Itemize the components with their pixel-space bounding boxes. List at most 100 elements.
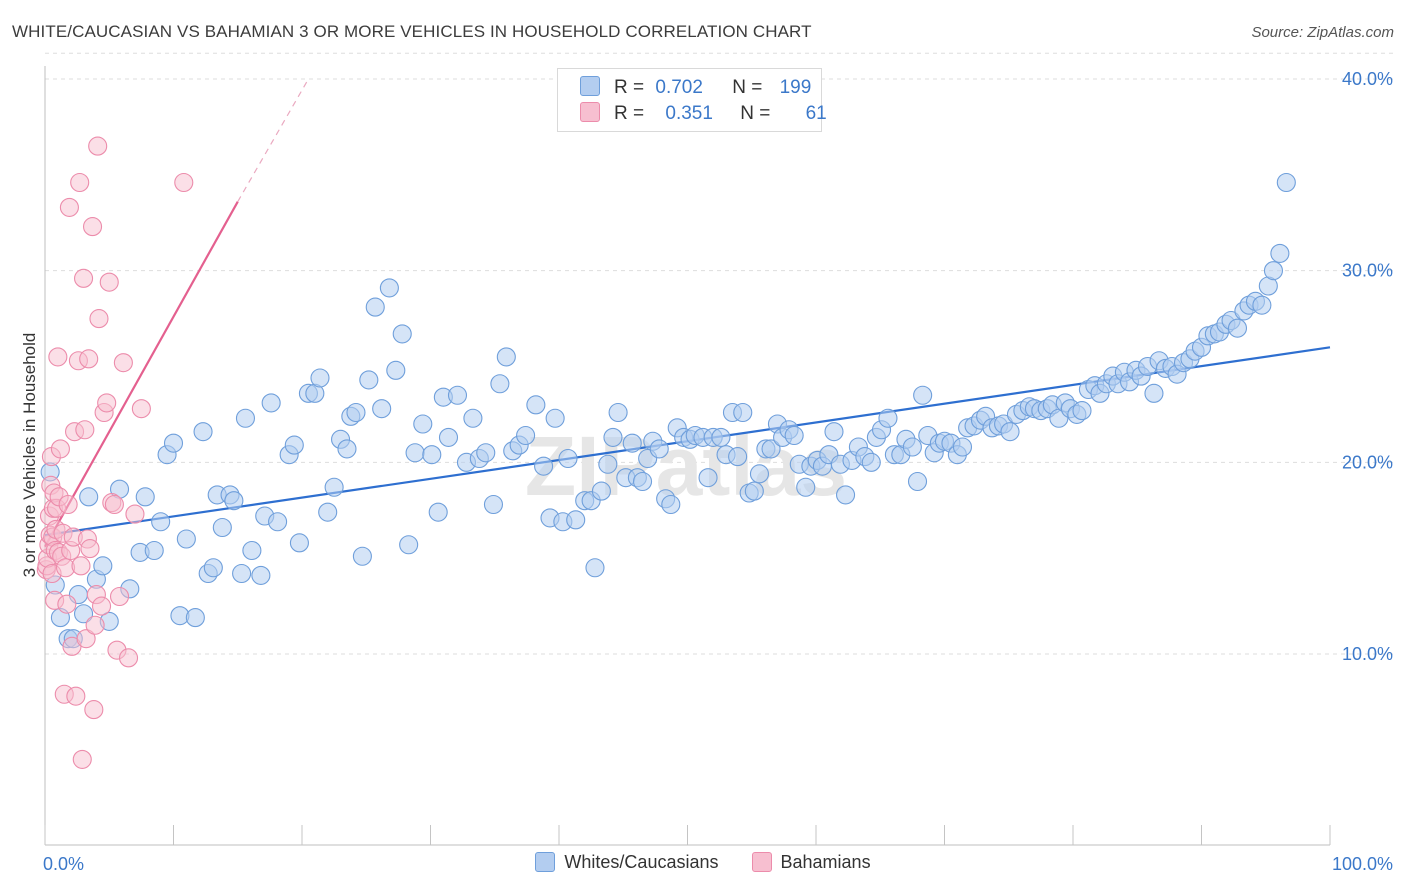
data-point-whites [261, 393, 281, 413]
data-point-whites [79, 487, 99, 507]
data-point-whites [1252, 295, 1272, 315]
legend-label-bahamians: Bahamians [780, 852, 871, 872]
data-point-bahamians [66, 686, 86, 706]
source-label: Source: ZipAtlas.com [1251, 24, 1394, 41]
series-legend: Whites/Caucasians Bahamians [0, 852, 1406, 873]
data-point-whites [744, 481, 764, 501]
data-point-bahamians [97, 393, 117, 413]
data-point-whites [598, 454, 618, 474]
data-point-bahamians [80, 539, 100, 559]
n-value: 199 [779, 77, 812, 98]
data-point-whites [496, 347, 516, 367]
chart-title: WHITE/CAUCASIAN VS BAHAMIAN 3 OR MORE VE… [12, 22, 812, 41]
data-point-whites [796, 477, 816, 497]
data-point-whites [711, 427, 731, 447]
legend-swatch-pink [751, 852, 772, 872]
data-point-whites [608, 402, 628, 423]
data-point-whites [268, 512, 288, 532]
data-point-bahamians [82, 217, 103, 237]
data-point-whites [483, 494, 504, 515]
data-point-whites [379, 278, 399, 298]
data-point-whites [878, 408, 898, 428]
data-point-bahamians [79, 349, 99, 369]
data-point-whites [284, 435, 304, 455]
data-point-whites [372, 399, 392, 419]
data-point-whites [526, 395, 546, 415]
data-point-whites [558, 448, 578, 469]
x-tick-label: 0.0% [43, 854, 84, 874]
legend-swatch-blue [580, 76, 600, 96]
data-point-whites [392, 324, 412, 344]
data-point-bahamians [70, 172, 90, 193]
data-point-whites [224, 491, 244, 511]
data-point-whites [1144, 383, 1164, 403]
data-point-whites [438, 427, 459, 447]
data-point-whites [74, 604, 94, 624]
data-point-bahamians [57, 594, 77, 614]
data-point-bahamians [84, 700, 104, 720]
y-tick-label: 30.0% [1342, 261, 1393, 281]
n-label: N = [740, 103, 771, 124]
data-point-whites [1000, 422, 1020, 442]
r-value: 0.702 [655, 77, 703, 98]
y-tick-label: 40.0% [1342, 69, 1393, 89]
legend-swatch-pink [580, 102, 600, 122]
data-point-whites [1263, 261, 1284, 281]
data-point-bahamians [71, 556, 91, 576]
data-point-bahamians [113, 353, 133, 373]
x-tick-label: 100.0% [1332, 854, 1393, 874]
data-point-whites [399, 535, 419, 555]
series-whites-caucasians [40, 172, 1296, 649]
data-point-whites [232, 563, 252, 584]
data-point-whites [661, 494, 681, 515]
data-point-whites [952, 437, 973, 457]
data-point-whites [337, 439, 357, 459]
data-point-whites [235, 408, 256, 428]
data-point-whites [733, 402, 753, 423]
data-point-whites [649, 439, 669, 459]
data-point-whites [1072, 401, 1092, 421]
data-point-whites [534, 456, 554, 476]
data-point-bahamians [109, 586, 130, 607]
data-point-bahamians [59, 197, 79, 217]
data-point-whites [176, 529, 196, 549]
data-point-whites [784, 425, 804, 446]
data-point-bahamians [125, 504, 145, 524]
data-point-whites [698, 468, 718, 488]
grid-lines [45, 52, 1393, 655]
data-point-bahamians [50, 439, 70, 459]
n-label: N = [732, 77, 763, 98]
data-point-whites [824, 422, 844, 442]
data-point-bahamians [174, 172, 194, 193]
correlation-legend: R = 0.702 N = 199 R = 0.351 N = 61 [557, 68, 827, 132]
data-point-whites [585, 558, 605, 578]
data-point-whites [365, 297, 385, 317]
data-point-whites [622, 433, 642, 453]
data-point-whites [193, 422, 213, 442]
data-point-whites [386, 360, 406, 380]
y-tick-label: 10.0% [1342, 644, 1393, 664]
data-point-whites [422, 445, 442, 465]
data-point-whites [352, 546, 372, 566]
data-point-whites [359, 370, 379, 390]
data-point-bahamians [75, 420, 95, 440]
data-point-whites [1270, 243, 1290, 263]
data-point-bahamians [58, 494, 78, 515]
data-point-whites [490, 374, 510, 394]
data-point-whites [836, 485, 856, 505]
legend-row-whites: R = 0.702 N = 199 [580, 76, 811, 100]
data-point-whites [324, 477, 344, 497]
data-point-whites [310, 368, 330, 388]
legend-item-bahamians[interactable]: Bahamians [751, 852, 871, 873]
data-point-whites [761, 439, 781, 459]
legend-row-bahamians: R = 0.351 N = 61 [580, 102, 827, 126]
data-point-whites [749, 464, 770, 484]
data-point-whites [318, 502, 338, 522]
data-point-whites [591, 481, 611, 501]
series-bahamians [36, 136, 194, 769]
legend-item-whites[interactable]: Whites/Caucasians [535, 852, 719, 873]
data-point-whites [203, 558, 223, 578]
data-point-whites [516, 425, 536, 446]
data-point-whites [413, 414, 433, 434]
